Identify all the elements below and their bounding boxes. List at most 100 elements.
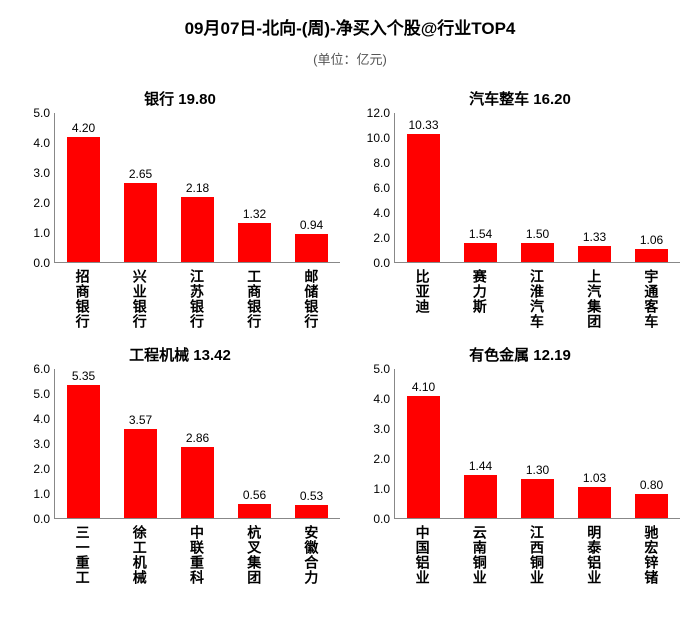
x-tick-label: 赛力斯 xyxy=(473,269,487,314)
bar-value-label: 1.50 xyxy=(526,227,549,241)
y-tick-label: 4.0 xyxy=(373,392,390,406)
y-tick-label: 0.0 xyxy=(33,256,50,270)
y-tick-label: 4.0 xyxy=(33,136,50,150)
bar-value-label: 2.18 xyxy=(186,181,209,195)
x-tick: 工商银行 xyxy=(226,263,283,334)
x-tick-label: 比亚迪 xyxy=(416,269,430,314)
plot-area: 10.33 1.54 1.50 1.33 1.06 xyxy=(394,113,680,263)
x-tick: 驰宏锌锗 xyxy=(623,519,680,590)
bars-container: 4.20 2.65 2.18 1.320.94 xyxy=(55,113,340,262)
bar-column: 0.80 xyxy=(623,369,680,518)
bar-column: 0.94 xyxy=(283,113,340,262)
y-tick-label: 3.0 xyxy=(373,422,390,436)
x-axis: 比亚迪 赛力斯 江淮汽车 上汽集团 宇通客车 xyxy=(394,263,680,334)
bar-value-label: 4.10 xyxy=(412,380,435,394)
panels-grid: 银行 19.80 0.0 1.0 2.0 3.0 4.0 5.0 4.20 2.65 2.18 1.… xyxy=(20,88,680,590)
bars-container: 10.33 1.54 1.50 1.33 1.06 xyxy=(395,113,680,262)
x-tick: 安徽合力 xyxy=(283,519,340,590)
y-axis: 0.01.02.03.04.05.0 xyxy=(360,369,394,519)
bar-column: 1.30 xyxy=(509,369,566,518)
x-tick: 杭叉集团 xyxy=(226,519,283,590)
bar-column: 0.53 xyxy=(283,369,340,518)
y-tick-label: 4.0 xyxy=(33,412,50,426)
y-tick-label: 6.0 xyxy=(33,362,50,376)
y-tick-label: 3.0 xyxy=(33,437,50,451)
bar xyxy=(181,197,214,262)
bar xyxy=(635,494,668,518)
x-tick: 江苏银行 xyxy=(168,263,225,334)
x-tick-label: 上汽集团 xyxy=(587,269,601,329)
bars-container: 5.353.572.860.560.53 xyxy=(55,369,340,518)
bar-value-label: 1.03 xyxy=(583,471,606,485)
bar-column: 1.33 xyxy=(566,113,623,262)
bar xyxy=(67,385,100,518)
bar-column: 2.65 xyxy=(112,113,169,262)
bar-column: 1.03 xyxy=(566,369,623,518)
bar-value-label: 1.30 xyxy=(526,463,549,477)
y-axis: 0.02.04.06.08.010.012.0 xyxy=(360,113,394,263)
bar-value-label: 4.20 xyxy=(72,121,95,135)
x-tick-label: 工商银行 xyxy=(247,269,261,329)
x-tick: 明泰铝业 xyxy=(566,519,623,590)
bar-value-label: 0.53 xyxy=(300,489,323,503)
y-tick-label: 10.0 xyxy=(367,131,390,145)
subtitle: (单位：亿元) xyxy=(20,49,680,68)
bar-column: 1.50 xyxy=(509,113,566,262)
chart-area: 0.01.02.03.04.05.06.05.353.572.860.560.5… xyxy=(20,369,340,519)
y-tick-label: 1.0 xyxy=(373,482,390,496)
panel-title: 银行 19.80 xyxy=(20,88,340,109)
chart-area: 0.02.04.06.08.010.012.0 10.33 1.54 1.50 1.33… xyxy=(360,113,680,263)
bar-value-label: 3.57 xyxy=(129,413,152,427)
bar xyxy=(238,504,271,518)
bar-value-label: 5.35 xyxy=(72,369,95,383)
x-tick-label: 宇通客车 xyxy=(644,269,658,329)
bar xyxy=(295,234,328,262)
x-tick-label: 江西铜业 xyxy=(530,525,544,585)
x-tick-label: 邮储银行 xyxy=(304,269,318,329)
bar-value-label: 1.06 xyxy=(640,233,663,247)
y-axis: 0.01.02.03.04.05.06.0 xyxy=(20,369,54,519)
y-tick-label: 0.0 xyxy=(373,256,390,270)
x-tick-label: 江苏银行 xyxy=(190,269,204,329)
bar xyxy=(238,223,271,262)
x-tick: 江淮汽车 xyxy=(508,263,565,334)
bar-column: 2.18 xyxy=(169,113,226,262)
bar xyxy=(521,243,554,262)
main-title: 09月07日-北向-(周)-净买入个股@行业TOP4 xyxy=(20,14,680,39)
y-tick-label: 5.0 xyxy=(33,387,50,401)
bar-column: 4.10 xyxy=(395,369,452,518)
bar xyxy=(407,134,440,262)
x-tick-label: 招商银行 xyxy=(76,269,90,329)
y-tick-label: 12.0 xyxy=(367,106,390,120)
bar-column: 1.44 xyxy=(452,369,509,518)
bar-value-label: 1.54 xyxy=(469,227,492,241)
bar-value-label: 1.44 xyxy=(469,459,492,473)
bar-value-label: 10.33 xyxy=(408,118,438,132)
x-tick-label: 徐工机械 xyxy=(133,525,147,585)
y-tick-label: 1.0 xyxy=(33,226,50,240)
bar-column: 2.86 xyxy=(169,369,226,518)
x-axis: 中国铝业云南铜业江西铜业明泰铝业驰宏锌锗 xyxy=(394,519,680,590)
x-tick-label: 中联重科 xyxy=(190,525,204,585)
x-tick-label: 江淮汽车 xyxy=(530,269,544,329)
y-tick-label: 2.0 xyxy=(373,231,390,245)
chart-area: 0.01.02.03.04.05.04.101.441.301.030.80 xyxy=(360,369,680,519)
bar xyxy=(181,447,214,518)
bar-column: 1.32 xyxy=(226,113,283,262)
plot-area: 4.10 1.44 1.30 1.03 0.80 xyxy=(394,369,680,519)
chart-panel: 有色金属 12.190.01.02.03.04.05.04.101.441.30… xyxy=(360,344,680,590)
x-tick: 赛力斯 xyxy=(451,263,508,334)
bar xyxy=(407,396,440,518)
bar xyxy=(521,479,554,518)
chart-panel: 汽车整车 16.200.02.04.06.08.010.012.010.331.… xyxy=(360,88,680,334)
bar xyxy=(464,475,497,518)
bar xyxy=(67,137,100,262)
x-axis: 三一重工徐工机械中联重科杭叉集团安徽合力 xyxy=(54,519,340,590)
y-tick-label: 6.0 xyxy=(373,181,390,195)
bar-value-label: 1.33 xyxy=(583,230,606,244)
bar xyxy=(464,243,497,262)
x-tick-label: 安徽合力 xyxy=(304,525,318,585)
bar-column: 10.33 xyxy=(395,113,452,262)
bar-value-label: 0.80 xyxy=(640,478,663,492)
x-tick: 中国铝业 xyxy=(394,519,451,590)
